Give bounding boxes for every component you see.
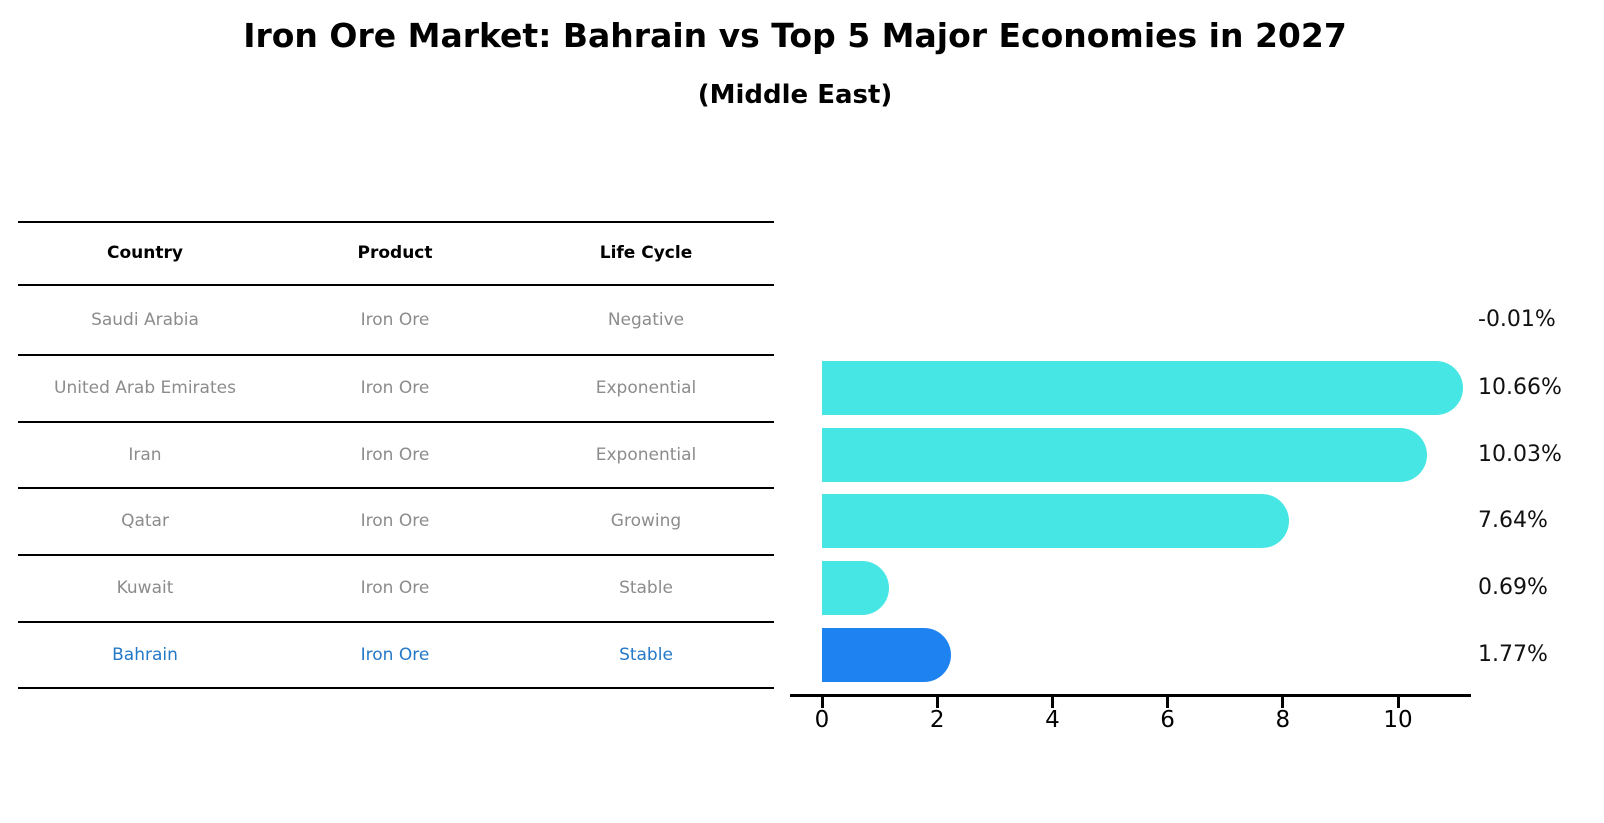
table-row-kuwait: Kuwait Iron Ore Stable: [18, 568, 774, 608]
table-rule: [18, 354, 774, 356]
cell-life-cycle: Stable: [619, 645, 673, 665]
table-row-iran: Iran Iron Ore Exponential: [18, 435, 774, 475]
bar-value-label: -0.01%: [1478, 307, 1556, 332]
cell-life-cycle: Stable: [619, 578, 673, 598]
table-rule: [18, 421, 774, 423]
cell-life-cycle: Exponential: [595, 445, 697, 465]
cell-life-cycle: Negative: [607, 310, 685, 330]
table-rule: [18, 621, 774, 623]
cell-country: United Arab Emirates: [54, 378, 236, 398]
cell-product: Iron Ore: [360, 578, 430, 598]
x-axis-tick: [935, 697, 939, 708]
col-header-life-cycle: Life Cycle: [599, 243, 693, 263]
chart-title: Iron Ore Market: Bahrain vs Top 5 Major …: [243, 16, 1347, 55]
x-axis-line: [790, 694, 1471, 697]
x-axis-tick-label: 10: [1383, 707, 1413, 733]
cell-country: Bahrain: [112, 645, 178, 665]
x-axis-tick-label: 0: [814, 707, 830, 733]
cell-product: Iron Ore: [360, 310, 430, 330]
col-header-country: Country: [107, 243, 183, 263]
col-header-product: Product: [357, 243, 433, 263]
table-row-qatar: Qatar Iron Ore Growing: [18, 501, 774, 541]
table-header-row: Country Product Life Cycle: [18, 233, 774, 273]
cell-life-cycle: Exponential: [595, 378, 697, 398]
bar-value-label: 1.77%: [1478, 642, 1548, 667]
cell-country: Iran: [128, 445, 162, 465]
x-axis-tick: [1281, 697, 1285, 708]
x-axis-tick: [1396, 697, 1400, 708]
bar-value-label: 10.66%: [1478, 375, 1562, 400]
cell-life-cycle: Growing: [610, 511, 682, 531]
table-rule-top: [18, 221, 774, 223]
bar-value-label: 0.69%: [1478, 575, 1548, 600]
chart-subtitle: (Middle East): [697, 80, 893, 110]
bar-value-label: 10.03%: [1478, 442, 1562, 467]
table-rule-bottom: [18, 687, 774, 689]
table-row-united-arab-emirates: United Arab Emirates Iron Ore Exponentia…: [18, 368, 774, 408]
table-rule: [18, 554, 774, 556]
x-axis-tick-label: 2: [929, 707, 945, 733]
table-rule: [18, 487, 774, 489]
cell-product: Iron Ore: [360, 511, 430, 531]
bar-kuwait: [822, 561, 889, 615]
bar-united-arab-emirates: [822, 361, 1464, 415]
table-row-bahrain: Bahrain Iron Ore Stable: [18, 635, 774, 675]
table-rule-header: [18, 284, 774, 286]
bar-qatar: [822, 494, 1290, 548]
cell-country: Qatar: [121, 511, 169, 531]
bar-bahrain: [822, 628, 951, 682]
x-axis-tick-label: 6: [1160, 707, 1175, 733]
x-axis-tick: [1166, 697, 1170, 708]
bar-iran: [822, 428, 1427, 482]
x-axis-tick: [820, 697, 824, 708]
x-axis-tick: [1050, 697, 1054, 708]
cell-product: Iron Ore: [360, 378, 430, 398]
cell-country: Saudi Arabia: [91, 310, 199, 330]
x-axis-tick-label: 8: [1275, 707, 1291, 733]
x-axis-tick-label: 4: [1045, 707, 1060, 733]
cell-country: Kuwait: [116, 578, 174, 598]
table-row-saudi-arabia: Saudi Arabia Iron Ore Negative: [18, 300, 774, 340]
cell-product: Iron Ore: [360, 645, 430, 665]
bar-value-label: 7.64%: [1478, 508, 1548, 533]
cell-product: Iron Ore: [360, 445, 430, 465]
